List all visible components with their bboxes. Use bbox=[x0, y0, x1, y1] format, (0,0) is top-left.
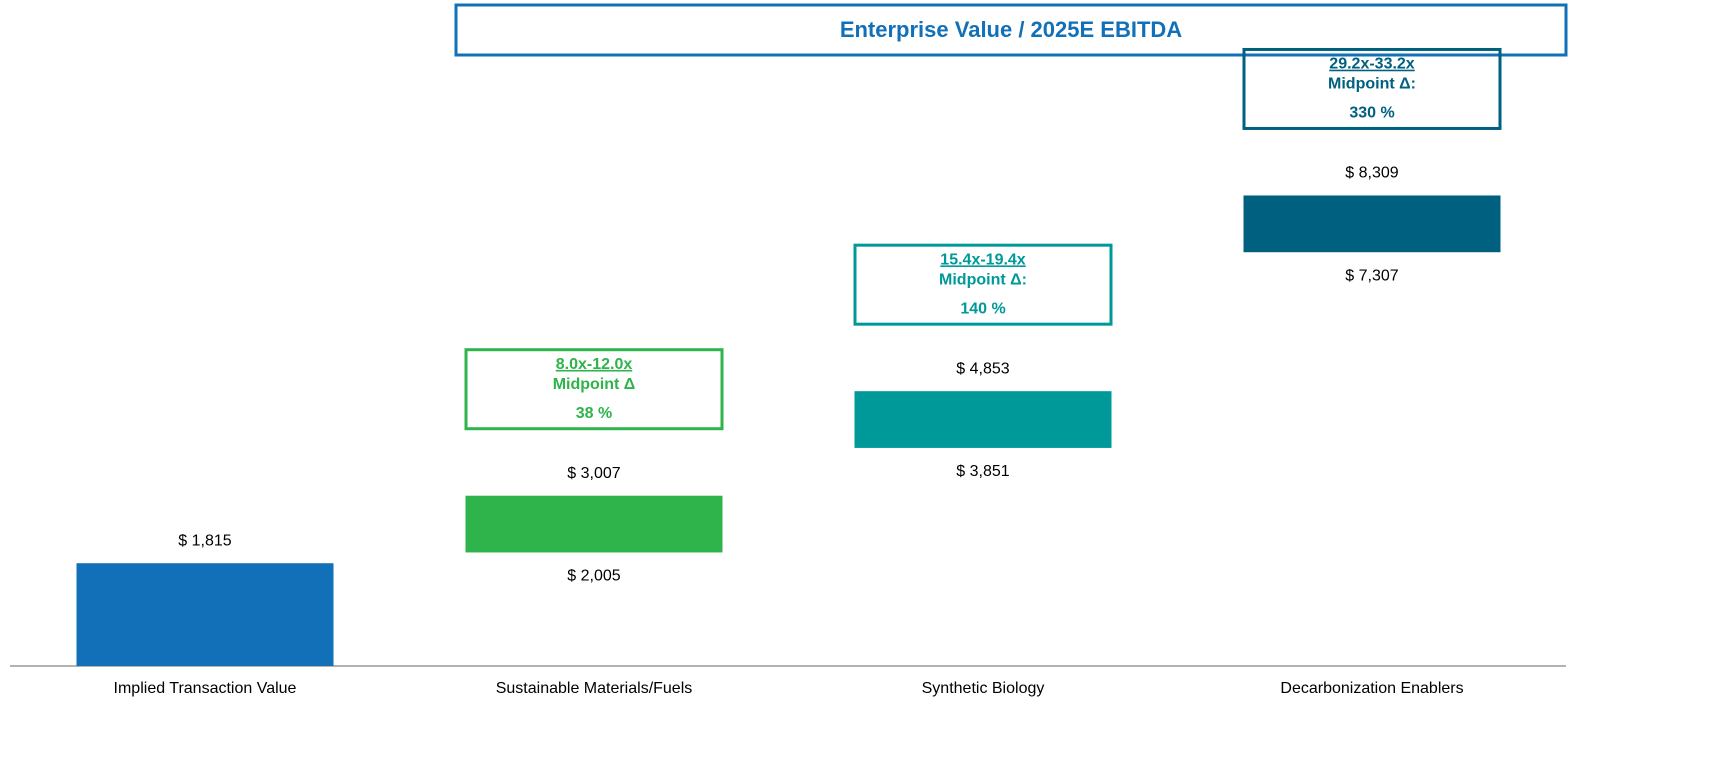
x-tick-label: Synthetic Biology bbox=[922, 680, 1045, 697]
bar bbox=[1243, 195, 1501, 253]
annotation-delta: 38 % bbox=[576, 405, 612, 422]
annotation-label: Midpoint Δ: bbox=[1328, 76, 1416, 93]
annotation-box bbox=[464, 348, 724, 431]
x-tick-label: Sustainable Materials/Fuels bbox=[496, 680, 693, 697]
title-box bbox=[454, 3, 1568, 57]
bar bbox=[76, 563, 334, 666]
annotation-delta: 330 % bbox=[1349, 105, 1394, 122]
value-label: $ 2,005 bbox=[567, 568, 620, 585]
annotation-box bbox=[853, 243, 1113, 326]
chart-title: Enterprise Value / 2025E EBITDA bbox=[840, 17, 1182, 42]
value-label: $ 1,815 bbox=[178, 532, 231, 549]
value-label: $ 7,307 bbox=[1345, 267, 1398, 284]
annotation-range: 15.4x-19.4x bbox=[940, 251, 1026, 268]
annotation-range: 29.2x-33.2x bbox=[1329, 56, 1415, 73]
bar bbox=[465, 495, 723, 553]
annotation-box bbox=[1242, 47, 1502, 130]
x-tick-label: Implied Transaction Value bbox=[114, 680, 297, 697]
annotation-label: Midpoint Δ bbox=[553, 376, 636, 393]
annotation-range: 8.0x-12.0x bbox=[556, 356, 633, 373]
value-label: $ 3,851 bbox=[956, 463, 1009, 480]
annotation-label: Midpoint Δ: bbox=[939, 271, 1027, 288]
value-label: $ 8,309 bbox=[1345, 165, 1398, 182]
annotation-delta: 140 % bbox=[960, 300, 1005, 317]
bar bbox=[854, 391, 1112, 448]
x-tick-label: Decarbonization Enablers bbox=[1280, 680, 1463, 697]
value-label: $ 4,853 bbox=[956, 360, 1009, 377]
value-label: $ 3,007 bbox=[567, 465, 620, 482]
